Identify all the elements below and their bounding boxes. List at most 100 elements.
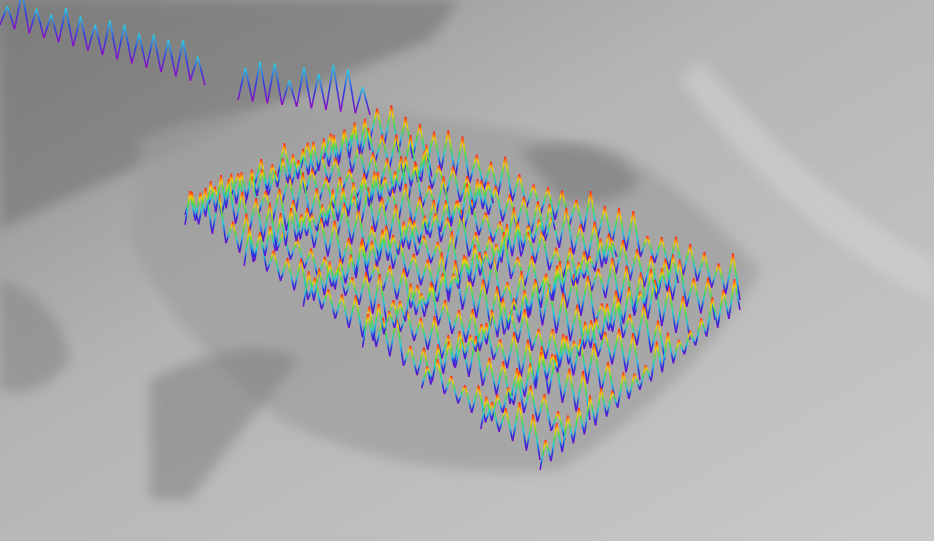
track-segment bbox=[420, 317, 429, 351]
track-segment bbox=[639, 291, 647, 308]
track-segment bbox=[548, 203, 556, 231]
track-segment bbox=[167, 39, 177, 77]
track-segment bbox=[694, 318, 702, 346]
track-segment bbox=[520, 339, 529, 378]
track-segment bbox=[491, 309, 499, 338]
track-segment bbox=[197, 187, 207, 225]
track-segment bbox=[271, 188, 281, 223]
track-segment bbox=[675, 236, 684, 276]
track-segment bbox=[416, 235, 425, 256]
track-segment bbox=[395, 315, 405, 366]
track-segment bbox=[452, 273, 460, 290]
track-segment bbox=[420, 144, 428, 182]
track-segment bbox=[317, 138, 325, 171]
track-segment bbox=[269, 202, 278, 251]
track-segment bbox=[255, 197, 264, 242]
track-segment bbox=[440, 217, 449, 243]
track-segment bbox=[534, 279, 542, 309]
track-segment bbox=[566, 415, 575, 444]
track-segment bbox=[189, 191, 197, 221]
track-segment bbox=[468, 154, 478, 184]
track-segment bbox=[492, 221, 501, 243]
track-segment bbox=[499, 339, 508, 369]
track-segment bbox=[372, 303, 380, 342]
track-segment bbox=[253, 158, 263, 188]
track-segment bbox=[539, 439, 547, 471]
track-segment bbox=[423, 215, 431, 238]
track-segment bbox=[618, 328, 627, 373]
track-segment bbox=[636, 303, 645, 346]
track-segment bbox=[696, 252, 706, 282]
track-segment bbox=[413, 253, 422, 286]
track-segment bbox=[364, 225, 374, 253]
track-segment bbox=[466, 183, 474, 215]
track-segment bbox=[360, 241, 368, 273]
track-segment bbox=[371, 241, 379, 267]
track-segment bbox=[334, 258, 342, 290]
track-segment bbox=[496, 298, 504, 338]
track-segment bbox=[416, 284, 426, 317]
track-segment bbox=[306, 207, 315, 249]
track-segment bbox=[484, 401, 493, 423]
track-segment bbox=[565, 207, 575, 255]
track-segment bbox=[531, 328, 540, 352]
track-segment bbox=[331, 189, 339, 222]
track-segment bbox=[361, 87, 371, 116]
track-segment bbox=[451, 309, 460, 335]
track-segment bbox=[461, 136, 471, 184]
track-segment bbox=[464, 385, 473, 414]
track-segment bbox=[465, 308, 474, 343]
track-segment bbox=[632, 272, 642, 313]
track-segment bbox=[0, 5, 9, 26]
track-segment bbox=[618, 208, 627, 251]
track-segment bbox=[297, 148, 304, 180]
track-segment bbox=[487, 181, 495, 204]
track-segment bbox=[94, 24, 104, 56]
track-segment bbox=[358, 118, 366, 155]
track-segment bbox=[700, 277, 709, 314]
track-segment bbox=[302, 172, 311, 220]
track-segment bbox=[35, 8, 45, 39]
track-segment bbox=[484, 212, 494, 243]
track-segment bbox=[313, 277, 323, 310]
track-segment bbox=[512, 298, 520, 323]
track-segment bbox=[266, 164, 274, 192]
track-segment bbox=[536, 394, 546, 423]
track-segment bbox=[672, 254, 680, 284]
track-segment bbox=[182, 40, 192, 81]
track-segment bbox=[312, 141, 320, 171]
track-segment bbox=[454, 339, 463, 369]
track-segment bbox=[600, 361, 609, 392]
track-segment bbox=[475, 279, 485, 319]
track-segment bbox=[431, 165, 440, 189]
track-segment bbox=[307, 271, 315, 302]
track-segment bbox=[350, 254, 357, 279]
track-segment bbox=[600, 387, 608, 417]
track-segment bbox=[650, 320, 659, 353]
track-segment bbox=[590, 320, 599, 357]
track-segment bbox=[404, 116, 414, 159]
track-segment bbox=[286, 154, 294, 184]
track-segment bbox=[378, 225, 387, 261]
track-segment bbox=[650, 268, 658, 300]
track-segment bbox=[524, 255, 533, 287]
track-segment bbox=[245, 213, 255, 263]
track-segment bbox=[418, 196, 428, 235]
track-segment bbox=[388, 134, 398, 170]
track-segment bbox=[238, 213, 248, 253]
track-segment bbox=[382, 317, 391, 357]
track-segment bbox=[191, 191, 200, 225]
track-segment bbox=[295, 214, 303, 242]
track-segment bbox=[72, 16, 82, 47]
track-segment bbox=[235, 172, 243, 205]
track-segment bbox=[415, 163, 423, 182]
track-segment bbox=[650, 341, 658, 382]
track-segment bbox=[310, 73, 320, 109]
track-segment bbox=[396, 268, 405, 300]
track-segment bbox=[678, 259, 688, 308]
track-segment bbox=[525, 414, 534, 451]
track-segment bbox=[499, 282, 509, 303]
track-segment bbox=[388, 204, 397, 240]
track-segment bbox=[322, 138, 330, 167]
